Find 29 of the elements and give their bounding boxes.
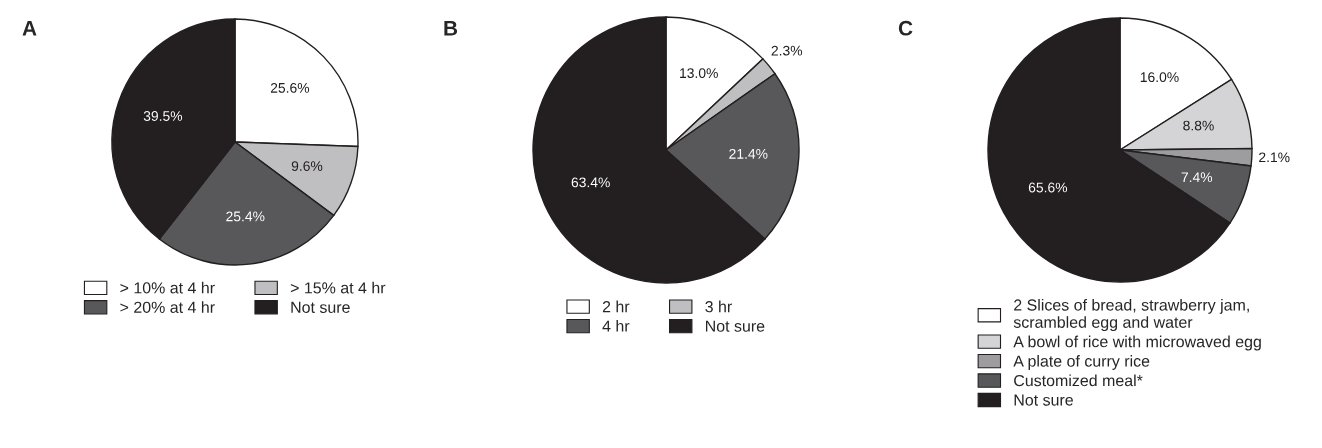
legend-label: Customized meal*	[1014, 374, 1143, 387]
data-label: 25.6%	[270, 82, 310, 93]
data-label: 13.0%	[680, 68, 718, 79]
legend-label: > 20% at 4 hr	[120, 301, 215, 313]
legend-label: 4 hr	[602, 320, 630, 332]
data-label: 2.1%	[1259, 152, 1290, 163]
data-label: 16.0%	[1140, 72, 1179, 83]
chart-title: C	[898, 20, 913, 36]
data-label: 2.3%	[771, 45, 803, 56]
data-label: 21.4%	[729, 148, 768, 159]
data-label: 9.6%	[291, 161, 323, 171]
data-label: 7.4%	[1181, 172, 1213, 183]
legend-label: Not sure	[291, 301, 350, 313]
chart-title: A	[22, 21, 37, 36]
data-label: 39.5%	[143, 111, 183, 121]
legend-label: > 10% at 4 hr	[120, 281, 215, 294]
data-label: 25.4%	[226, 211, 265, 222]
legend-label: Not sure	[705, 320, 765, 332]
data-label: 8.8%	[1183, 120, 1214, 131]
legend-label: A plate of curry rice	[1013, 355, 1150, 370]
legend-label: > 15% at 4 hr	[290, 281, 386, 294]
legend-label: Not sure	[1014, 394, 1073, 406]
legend-label: 2 Slices of bread, strawberry jam, scrambled egg and water	[1013, 298, 1249, 332]
legend-label: 3 hr	[705, 300, 732, 313]
chart-title: B	[444, 21, 458, 36]
legend-label: 2 hr	[602, 300, 630, 313]
data-label: 65.6%	[1028, 182, 1068, 193]
legend-label: A bowl of rice with microwaved egg	[1013, 335, 1261, 351]
data-label: 63.4%	[571, 177, 610, 188]
